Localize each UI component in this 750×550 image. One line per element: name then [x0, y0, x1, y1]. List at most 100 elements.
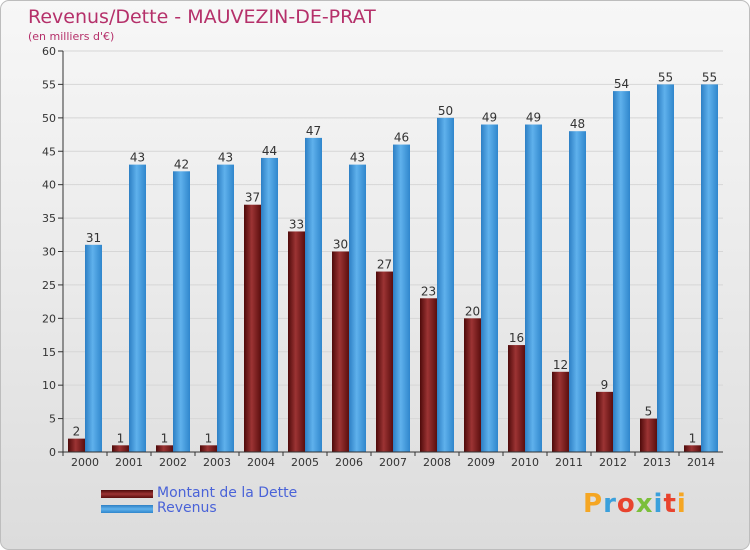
data-label-revenus: 49	[526, 111, 541, 125]
y-tick-label: 0	[49, 446, 56, 459]
y-tick-label: 20	[42, 312, 56, 325]
data-label-revenus: 47	[306, 124, 321, 138]
bar-revenus	[129, 164, 146, 452]
legend-swatch-dette	[101, 490, 153, 498]
legend-label-dette: Montant de la Dette	[157, 485, 298, 501]
data-label-revenus: 42	[174, 157, 189, 171]
logo-letter: i	[653, 489, 664, 519]
logo-letter: r	[603, 489, 617, 519]
data-label-revenus: 44	[262, 144, 277, 158]
x-tick-label: 2008	[423, 456, 451, 469]
bar-revenus	[525, 124, 542, 453]
x-tick-label: 2005	[291, 456, 319, 469]
bar-revenus	[85, 244, 102, 452]
bar-dette	[288, 231, 305, 452]
legend-swatch-revenus	[101, 505, 153, 513]
data-label-revenus: 49	[482, 111, 497, 125]
bar-dette	[112, 445, 129, 452]
data-label-dette: 27	[377, 258, 392, 272]
bar-revenus	[393, 144, 410, 453]
data-label-dette: 37	[245, 191, 260, 205]
data-label-dette: 33	[289, 217, 304, 231]
y-tick-label: 30	[42, 246, 56, 259]
data-label-dette: 20	[465, 304, 480, 318]
bar-dette	[200, 445, 217, 452]
x-tick-label: 2000	[71, 456, 99, 469]
y-tick-label: 45	[42, 145, 56, 158]
data-label-dette: 12	[553, 358, 568, 372]
bar-dette	[376, 271, 393, 452]
data-label-dette: 30	[333, 238, 348, 252]
legend-label-revenus: Revenus	[157, 500, 217, 516]
y-tick-label: 35	[42, 212, 56, 225]
bar-dette	[420, 298, 437, 452]
y-tick-label: 50	[42, 112, 56, 125]
proxiti-logo: Proxiti	[583, 489, 687, 519]
x-tick-label: 2006	[335, 456, 363, 469]
data-label-revenus: 43	[350, 151, 365, 165]
bar-revenus	[305, 137, 322, 452]
y-tick-label: 15	[42, 346, 56, 359]
bar-dette	[640, 418, 657, 452]
bar-dette	[464, 318, 481, 452]
data-label-dette: 1	[161, 431, 169, 445]
data-label-revenus: 50	[438, 104, 453, 118]
y-tick-label: 40	[42, 179, 56, 192]
bar-revenus	[437, 117, 454, 452]
y-tick-label: 60	[42, 45, 56, 58]
data-label-revenus: 46	[394, 131, 409, 145]
data-label-revenus: 43	[218, 151, 233, 165]
bar-dette	[684, 445, 701, 452]
bar-revenus	[481, 124, 498, 453]
bar-dette	[508, 345, 525, 452]
x-tick-label: 2001	[115, 456, 143, 469]
data-label-dette: 5	[645, 405, 653, 419]
data-label-revenus: 48	[570, 117, 585, 131]
chart-subtitle: (en milliers d'€)	[28, 30, 115, 43]
data-label-dette: 16	[509, 331, 524, 345]
bar-revenus	[261, 157, 278, 452]
data-label-dette: 2	[73, 425, 81, 439]
x-tick-label: 2003	[203, 456, 231, 469]
bar-dette	[244, 204, 261, 452]
bar-revenus	[349, 164, 366, 452]
y-tick-label: 10	[42, 379, 56, 392]
chart-title: Revenus/Dette - MAUVEZIN-DE-PRAT	[28, 6, 376, 28]
logo-letter: i	[676, 489, 687, 519]
data-label-dette: 1	[205, 431, 213, 445]
data-label-revenus: 54	[614, 77, 629, 91]
y-tick-label: 25	[42, 279, 56, 292]
data-label-dette: 1	[689, 431, 697, 445]
x-tick-label: 2004	[247, 456, 275, 469]
logo-letter: P	[583, 489, 604, 519]
x-tick-label: 2009	[467, 456, 495, 469]
bar-revenus	[701, 84, 718, 453]
x-tick-label: 2013	[643, 456, 671, 469]
x-tick-label: 2010	[511, 456, 539, 469]
data-label-dette: 23	[421, 284, 436, 298]
logo-letter: t	[663, 489, 677, 519]
data-label-dette: 9	[601, 378, 609, 392]
bar-dette	[596, 391, 613, 452]
x-tick-label: 2007	[379, 456, 407, 469]
x-tick-label: 2012	[599, 456, 627, 469]
y-tick-label: 55	[42, 78, 56, 91]
data-label-revenus: 55	[658, 70, 673, 84]
bar-revenus	[569, 131, 586, 452]
data-label-revenus: 55	[702, 70, 717, 84]
data-label-dette: 1	[117, 431, 125, 445]
logo-letter: x	[635, 489, 654, 519]
bar-dette	[332, 251, 349, 452]
bar-revenus	[657, 84, 674, 453]
bar-revenus	[173, 171, 190, 453]
bar-dette	[156, 445, 173, 452]
bar-revenus	[217, 164, 234, 452]
logo-letter: o	[616, 489, 636, 519]
y-tick-label: 5	[49, 413, 56, 426]
data-label-revenus: 43	[130, 151, 145, 165]
bar-dette	[68, 438, 85, 452]
x-tick-label: 2002	[159, 456, 187, 469]
bar-revenus	[613, 91, 630, 452]
x-tick-label: 2011	[555, 456, 583, 469]
